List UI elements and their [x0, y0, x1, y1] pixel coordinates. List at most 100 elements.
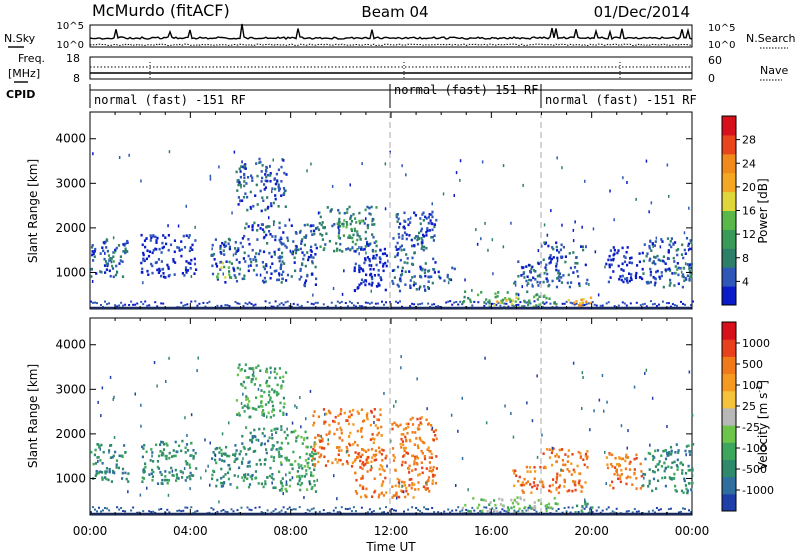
scatter-cell	[623, 302, 626, 305]
scatter-cell	[687, 242, 690, 246]
scatter-cell	[625, 279, 629, 283]
scatter-cell	[235, 279, 239, 283]
scatter-cell	[617, 249, 620, 252]
scatter-cell	[364, 258, 367, 262]
scatter-cell	[163, 478, 166, 482]
scatter-cell	[266, 173, 270, 177]
scatter-cell	[455, 509, 458, 512]
velocity-colorbar-label-main: Velocity [m s	[756, 393, 770, 470]
scatter-cell	[499, 503, 502, 506]
scatter-cell	[168, 456, 171, 460]
scatter-cell	[671, 477, 674, 480]
scatter-cell	[684, 507, 686, 510]
scatter-cell	[110, 257, 113, 260]
scatter-cell	[100, 414, 102, 418]
y-tick-label: 4000	[55, 132, 86, 146]
scatter-cell	[690, 274, 693, 278]
scatter-cell	[303, 496, 305, 499]
scatter-cell	[656, 254, 659, 258]
scatter-cell	[672, 256, 675, 260]
scatter-cell	[542, 301, 545, 304]
scatter-cell	[381, 468, 384, 471]
scatter-cell	[540, 244, 543, 248]
scatter-cell	[347, 247, 350, 250]
scatter-cell	[265, 233, 268, 237]
scatter-cell	[270, 455, 273, 458]
scatter-cell	[545, 503, 548, 507]
scatter-cell	[268, 225, 271, 228]
scatter-cell	[241, 277, 244, 281]
scatter-cell	[633, 385, 636, 389]
scatter-cell	[254, 194, 257, 197]
scatter-cell	[124, 451, 127, 454]
scatter-cell	[366, 226, 369, 230]
scatter-cell	[381, 300, 383, 303]
scatter-cell	[575, 302, 578, 305]
scatter-cell	[431, 468, 435, 472]
scatter-cell	[102, 249, 105, 253]
scatter-cell	[314, 301, 317, 304]
scatter-cell	[231, 211, 233, 215]
scatter-cell	[365, 251, 367, 255]
scatter-cell	[246, 195, 249, 199]
scatter-cell	[261, 432, 264, 435]
scatter-cell	[327, 409, 330, 413]
scatter-cell	[333, 249, 336, 253]
scatter-cell	[624, 256, 627, 259]
scatter-cell	[310, 224, 313, 227]
scatter-cell	[239, 267, 241, 271]
scatter-cell	[338, 446, 341, 449]
scatter-cell	[288, 471, 291, 475]
scatter-cell	[141, 476, 144, 480]
scatter-cell	[525, 481, 528, 485]
nave-label: Nave	[760, 64, 788, 77]
scatter-cell	[688, 370, 691, 374]
scatter-cell	[313, 410, 316, 413]
scatter-cell	[326, 206, 329, 209]
scatter-cell	[276, 179, 279, 182]
scatter-cell	[562, 274, 565, 277]
scatter-cell	[323, 247, 326, 250]
scatter-cell	[652, 477, 656, 481]
scatter-cell	[280, 463, 283, 466]
scatter-cell	[392, 237, 395, 240]
scatter-cell	[278, 272, 281, 275]
scatter-cell	[506, 506, 510, 509]
scatter-cell	[625, 510, 628, 513]
scatter-cell	[513, 282, 516, 285]
scatter-cell	[362, 219, 365, 223]
scatter-cell	[149, 459, 152, 462]
scatter-cell	[633, 471, 636, 475]
scatter-cell	[168, 273, 171, 277]
scatter-cell	[338, 301, 341, 304]
scatter-cell	[342, 225, 345, 228]
scatter-cell	[689, 450, 692, 453]
scatter-cell	[106, 303, 109, 306]
scatter-cell	[175, 450, 178, 453]
scatter-cell	[247, 264, 250, 268]
scatter-cell	[561, 223, 563, 227]
scatter-cell	[272, 486, 275, 490]
scatter-cell	[358, 268, 361, 271]
scatter-cell	[620, 268, 623, 271]
scatter-cell	[469, 510, 472, 513]
scatter-cell	[90, 267, 93, 271]
scatter-cell	[445, 301, 448, 304]
scatter-cell	[147, 254, 151, 258]
scatter-cell	[275, 391, 279, 394]
scatter-cell	[395, 400, 397, 404]
scatter-cell	[422, 219, 425, 222]
scatter-cell	[264, 482, 267, 486]
scatter-cell	[370, 289, 372, 293]
scatter-cell	[233, 474, 236, 477]
scatter-cell	[291, 250, 295, 253]
scatter-cell	[188, 475, 191, 478]
scatter-cell	[134, 392, 136, 396]
scatter-cell	[239, 241, 242, 245]
scatter-cell	[354, 262, 357, 266]
scatter-cell	[301, 238, 304, 241]
scatter-cell	[106, 239, 109, 242]
scatter-cell	[463, 295, 466, 299]
scatter-cell	[161, 451, 164, 454]
scatter-cell	[284, 301, 287, 304]
